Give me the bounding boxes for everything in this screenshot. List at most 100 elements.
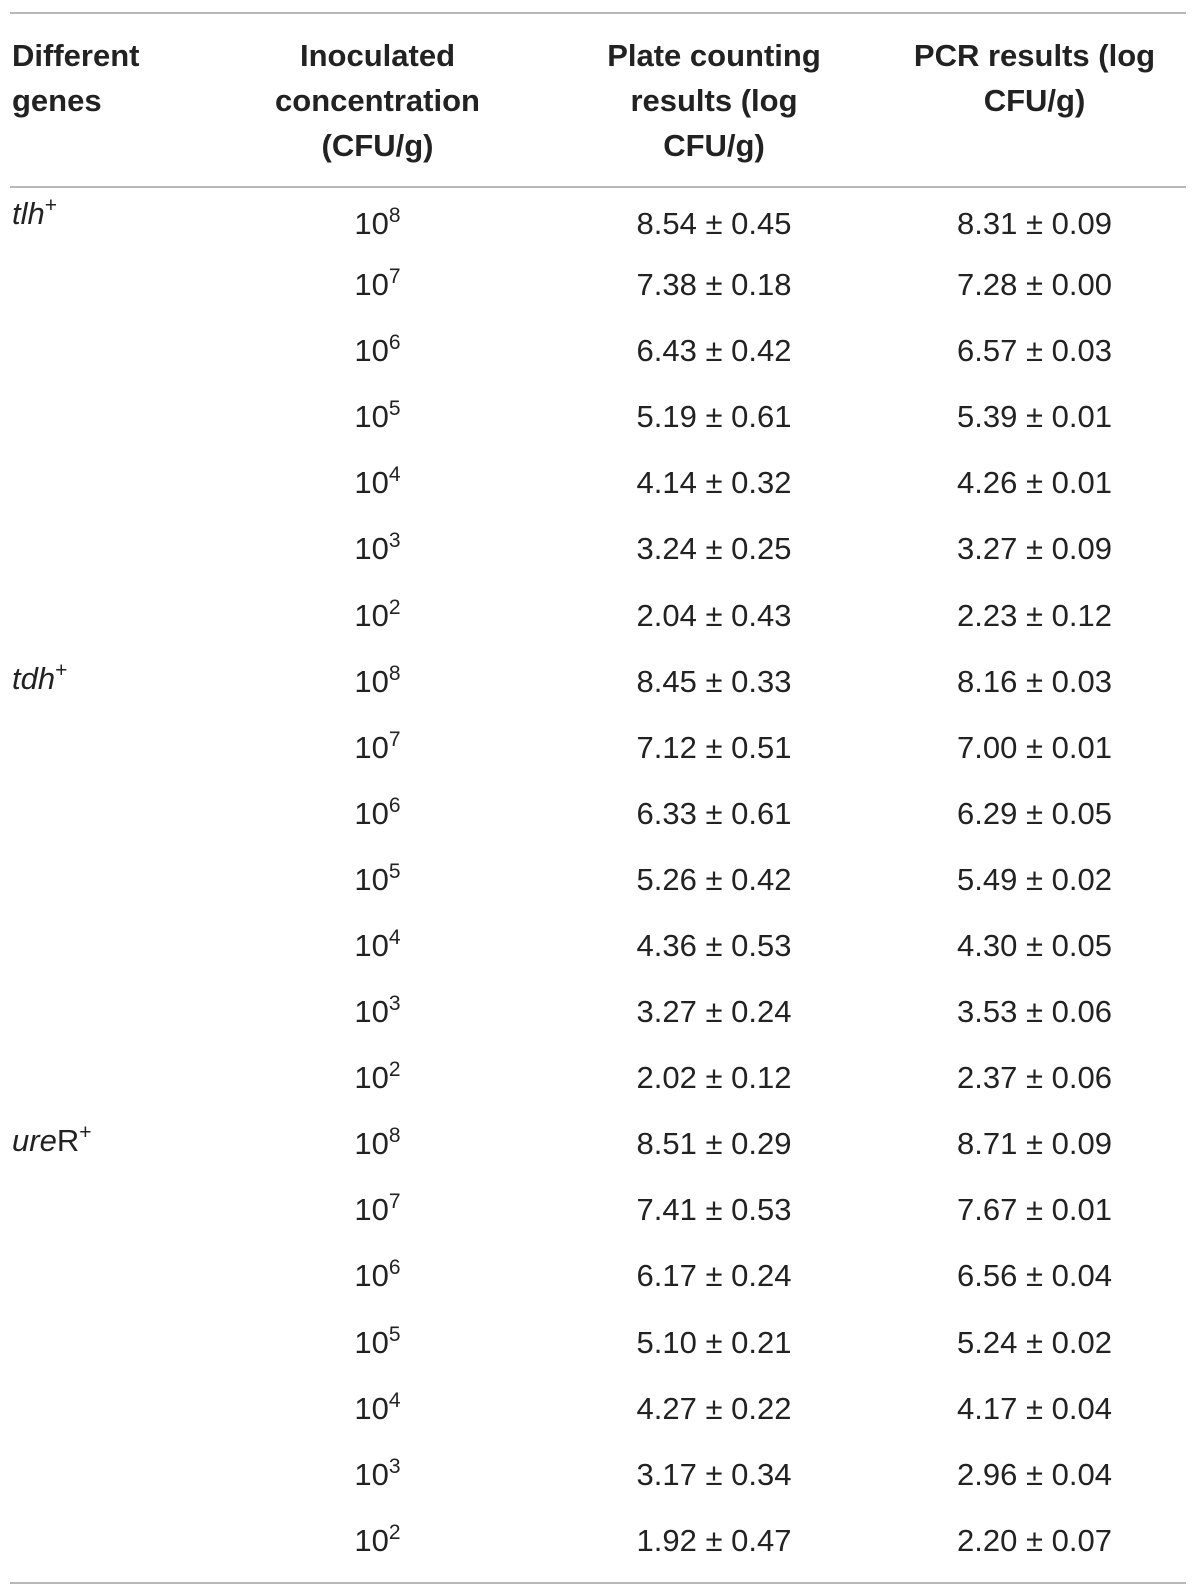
table-row: ureR+ 108 8.51 ± 0.29 8.71 ± 0.09 xyxy=(10,1111,1186,1177)
concentration-cell: 104 xyxy=(210,913,545,979)
concentration-cell: 105 xyxy=(210,847,545,913)
concentration-base: 10 xyxy=(354,927,389,963)
table-row: 107 7.38 ± 0.18 7.28 ± 0.00 xyxy=(10,252,1186,318)
pcr-result-cell: 4.30 ± 0.05 xyxy=(957,927,1112,963)
gene-label-empty xyxy=(10,913,210,979)
concentration-exponent: 6 xyxy=(388,1256,401,1280)
header-line: PCR results (log xyxy=(913,38,1156,73)
concentration-exponent: 3 xyxy=(388,529,401,553)
concentration-cell: 103 xyxy=(210,516,545,582)
concentration-exponent: 3 xyxy=(388,992,401,1016)
concentration-base: 10 xyxy=(354,399,389,435)
pcr-result-cell: 3.27 ± 0.09 xyxy=(957,531,1112,567)
concentration-cell: 107 xyxy=(210,715,545,781)
plate-count-cell: 7.12 ± 0.51 xyxy=(636,729,792,765)
gene-label-empty xyxy=(10,979,210,1045)
gene-suffix: R xyxy=(56,1123,80,1159)
table-row: tlh+ 108 8.54 ± 0.45 8.31 ± 0.09 xyxy=(10,188,1186,252)
pcr-result-cell: 4.26 ± 0.01 xyxy=(957,465,1112,501)
table-row: 105 5.26 ± 0.42 5.49 ± 0.02 xyxy=(10,847,1186,913)
concentration-exponent: 2 xyxy=(388,1058,401,1082)
header-line: results (log xyxy=(630,83,798,118)
concentration-cell: 105 xyxy=(210,384,545,450)
concentration-cell: 107 xyxy=(210,1177,545,1243)
concentration-exponent: 8 xyxy=(388,1124,401,1148)
concentration-base: 10 xyxy=(354,206,389,241)
header-plate-counting-results: Plate counting results (log CFU/g) xyxy=(545,14,883,186)
concentration-exponent: 5 xyxy=(388,859,401,883)
concentration-cell: 106 xyxy=(210,781,545,847)
gene-superscript: + xyxy=(55,658,68,682)
plate-count-cell: 4.36 ± 0.53 xyxy=(636,927,792,963)
pcr-result-cell: 7.28 ± 0.00 xyxy=(957,267,1112,303)
results-table: Different genes Inoculated concentration… xyxy=(10,14,1186,1574)
gene-label-empty xyxy=(10,318,210,384)
pcr-result-cell: 7.67 ± 0.01 xyxy=(957,1192,1112,1228)
gene-label-empty xyxy=(10,384,210,450)
header-line: Different xyxy=(12,38,140,73)
concentration-cell: 107 xyxy=(210,252,545,318)
plate-count-cell: 3.27 ± 0.24 xyxy=(636,994,792,1030)
concentration-exponent: 8 xyxy=(388,204,401,227)
concentration-exponent: 5 xyxy=(388,397,401,421)
concentration-exponent: 2 xyxy=(388,595,401,619)
table-row: 102 1.92 ± 0.47 2.20 ± 0.07 xyxy=(10,1508,1186,1574)
gene-label-empty xyxy=(10,1376,210,1442)
plate-count-cell: 2.02 ± 0.12 xyxy=(636,1060,792,1096)
concentration-base: 10 xyxy=(354,1522,389,1558)
concentration-base: 10 xyxy=(354,663,389,699)
concentration-cell: 103 xyxy=(210,979,545,1045)
concentration-base: 10 xyxy=(354,1324,389,1360)
plate-count-cell: 3.24 ± 0.25 xyxy=(636,531,792,567)
gene-label-empty xyxy=(10,582,210,648)
concentration-cell: 108 xyxy=(210,1111,545,1177)
concentration-exponent: 4 xyxy=(388,1388,401,1412)
gene-superscript: + xyxy=(44,194,58,217)
concentration-cell: 108 xyxy=(210,649,545,715)
plate-count-cell: 4.27 ± 0.22 xyxy=(636,1390,792,1426)
concentration-exponent: 8 xyxy=(388,661,401,685)
plate-count-cell: 6.43 ± 0.42 xyxy=(636,333,792,369)
table-row: 107 7.41 ± 0.53 7.67 ± 0.01 xyxy=(10,1177,1186,1243)
gene-label-empty xyxy=(10,1442,210,1508)
gene-label: tdh+ xyxy=(10,649,210,715)
concentration-exponent: 4 xyxy=(388,925,401,949)
plate-count-cell: 7.41 ± 0.53 xyxy=(636,1192,792,1228)
pcr-result-cell: 6.29 ± 0.05 xyxy=(957,795,1112,831)
table-row: 103 3.24 ± 0.25 3.27 ± 0.09 xyxy=(10,516,1186,582)
concentration-base: 10 xyxy=(354,465,389,501)
table-row: 106 6.17 ± 0.24 6.56 ± 0.04 xyxy=(10,1243,1186,1309)
top-rule xyxy=(10,12,1186,14)
concentration-base: 10 xyxy=(354,861,389,897)
concentration-cell: 104 xyxy=(210,1376,545,1442)
gene-label: tlh+ xyxy=(10,188,210,252)
plate-count-cell: 8.54 ± 0.45 xyxy=(636,206,792,241)
plate-count-cell: 7.38 ± 0.18 xyxy=(636,267,792,303)
gene-label-empty xyxy=(10,516,210,582)
header-line: Plate counting xyxy=(607,38,821,73)
concentration-exponent: 4 xyxy=(388,463,401,487)
gene-superscript: + xyxy=(79,1121,92,1145)
header-rule xyxy=(10,186,1186,188)
table-row: 104 4.27 ± 0.22 4.17 ± 0.04 xyxy=(10,1376,1186,1442)
gene-label-empty xyxy=(10,1177,210,1243)
gene-name: tdh xyxy=(12,660,56,696)
table-row: 104 4.36 ± 0.53 4.30 ± 0.05 xyxy=(10,913,1186,979)
header-line: (CFU/g) xyxy=(321,128,434,163)
table-row: 103 3.17 ± 0.34 2.96 ± 0.04 xyxy=(10,1442,1186,1508)
concentration-base: 10 xyxy=(354,1126,389,1162)
pcr-result-cell: 5.24 ± 0.02 xyxy=(957,1324,1112,1360)
concentration-cell: 103 xyxy=(210,1442,545,1508)
concentration-cell: 102 xyxy=(210,582,545,648)
concentration-cell: 102 xyxy=(210,1508,545,1574)
pcr-result-cell: 2.23 ± 0.12 xyxy=(957,597,1112,633)
pcr-result-cell: 8.71 ± 0.09 xyxy=(957,1126,1112,1162)
gene-label-empty xyxy=(10,1045,210,1111)
concentration-base: 10 xyxy=(354,597,389,633)
concentration-base: 10 xyxy=(354,994,389,1030)
gene-label-empty xyxy=(10,450,210,516)
gene-label-empty xyxy=(10,847,210,913)
table-row: 107 7.12 ± 0.51 7.00 ± 0.01 xyxy=(10,715,1186,781)
gene-label-empty xyxy=(10,1508,210,1574)
pcr-result-cell: 2.37 ± 0.06 xyxy=(957,1060,1112,1096)
